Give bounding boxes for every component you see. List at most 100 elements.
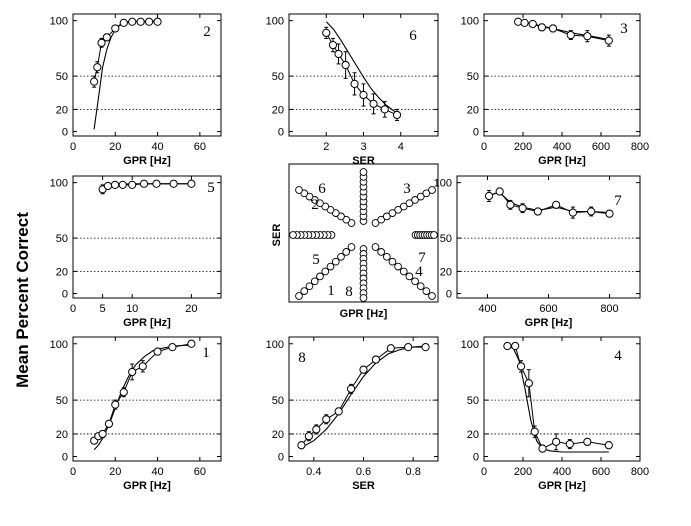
data-point [386,344,395,353]
data-point [520,18,529,27]
x-tick-label: 400 [553,141,571,153]
data-point [153,347,162,356]
y-tick-label: 20 [56,266,68,278]
data-point [152,179,161,188]
data-point [533,207,542,216]
data-point [341,60,350,70]
fit-curve [325,21,402,116]
data-point [104,419,114,428]
panel-label: 2 [203,24,211,40]
ray-label: 7 [418,250,426,266]
data-point [506,200,515,209]
panel-center: 6 3 74 815 2 SER GPR [Hz] [271,163,439,320]
fit-curve [507,345,609,453]
data-point [110,180,120,189]
y-tick-label: 0 [278,451,284,463]
x-tick-label: 10 [126,303,138,315]
stimulus-point [422,189,431,198]
main-y-axis-label: Mean Percent Correct [13,212,32,388]
ray-label: 6 [318,181,326,197]
stimulus-point [430,231,438,239]
data-point [538,444,547,453]
panel-label: 3 [620,21,628,37]
data-line [507,345,609,450]
stimulus-point [411,196,419,204]
stimulus-point [289,231,297,239]
panel-label: 1 [202,345,210,361]
stimulus-point [295,186,303,194]
data-point [346,384,356,393]
y-tick-label: 0 [62,127,68,139]
stimulus-point [342,248,351,256]
x-axis-label: GPR [Hz] [123,155,171,167]
stimulus-point [371,243,380,251]
x-tick-label: 60 [194,141,206,153]
y-tick-label: 50 [272,395,284,407]
stimulus-point [295,292,303,300]
stimulus-point [428,186,436,194]
stimulus-point [411,277,419,286]
data-point [334,49,343,59]
ray-label: 8 [345,284,353,300]
x-tick-label: 0.8 [406,466,421,478]
data-point [128,180,137,189]
y-tick-label: 0 [473,127,479,139]
stimulus-point [428,292,436,300]
data-point [583,437,592,446]
ray-label: 3 [403,181,411,197]
data-point [552,437,561,446]
x-tick-label: 600 [539,303,557,315]
x-tick-label: 800 [631,466,649,478]
y-tick-label: 20 [467,104,479,116]
y-tick-label: 100 [266,339,284,351]
y-axis-label: SER [271,224,283,247]
data-line [93,21,158,82]
stimulus-point [359,168,368,176]
stimulus-point [305,282,314,291]
x-tick-label: 400 [553,466,571,478]
data-point [119,388,128,397]
x-tick-label: 20 [109,466,121,478]
x-tick-label: 20 [185,303,197,315]
y-tick-label: 100 [266,16,284,28]
data-point [404,343,413,352]
x-tick-label: 4 [398,141,404,153]
data-point [511,341,520,351]
stimulus-point [377,215,386,224]
y-tick-label: 50 [56,233,68,245]
data-point [97,38,106,47]
x-axis-label: SER [352,480,375,492]
data-point [350,79,359,88]
stimulus-point [405,199,414,208]
panel-p2: 0 20 50 100 0 20 40 60 GPR [Hz] 2 [50,13,222,167]
data-point [518,204,527,213]
stimulus-point [331,257,340,266]
plot-frame [288,163,439,303]
panel-p1: 0 20 50 100 0 20 40 60 GPR [Hz] 1 [50,336,222,492]
data-point [93,63,102,72]
x-tick-label: 40 [151,141,163,153]
data-point [552,200,561,209]
x-tick-label: 0.6 [356,466,371,478]
stimulus-point [399,267,408,276]
y-tick-label: 50 [467,71,479,83]
data-point [187,339,196,348]
x-tick-label: 0.4 [306,466,321,478]
data-point [297,441,306,450]
panel-label: 8 [298,350,306,366]
x-tick-label: 800 [600,303,618,315]
ray-label: 5 [312,252,320,268]
y-tick-label: 100 [50,178,68,190]
plot-frame [72,13,222,137]
x-tick-label: 200 [514,466,532,478]
panel-p5: 0 20 50 100 0 5 10 20 GPR [Hz] 5 [50,175,222,329]
x-axis-label: GPR [Hz] [123,317,171,329]
data-point [495,187,504,196]
x-tick-label: 0 [70,466,76,478]
x-tick-label: 200 [514,141,532,153]
data-point [119,18,128,27]
data-point [583,32,592,41]
y-tick-label: 50 [440,233,452,245]
